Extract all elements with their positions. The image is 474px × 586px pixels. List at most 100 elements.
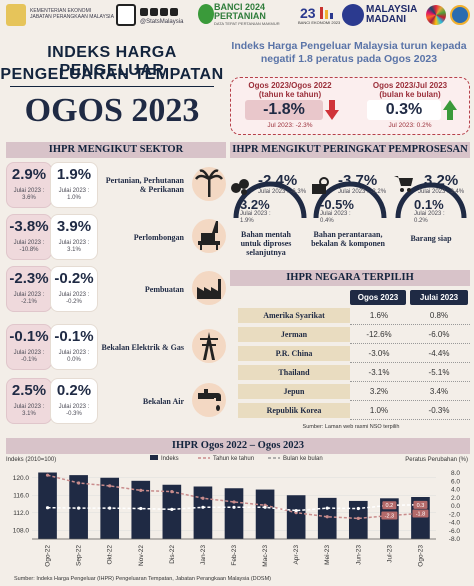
y-tick-left: 108.0 bbox=[13, 527, 30, 534]
sector-row: -2.3% Julai 2023 : -2.1% -0.2% Julai 2023 … bbox=[6, 266, 226, 312]
table-row: Jerman -12.6% -6.0% bbox=[232, 327, 470, 344]
sector-row: -3.8% Julai 2023 : -10.8% 3.9% Julai 2023 … bbox=[6, 214, 226, 260]
country-jul: -5.1% bbox=[428, 368, 450, 377]
country-name: Thailand bbox=[238, 365, 350, 380]
x-tick: Jan-23 bbox=[200, 545, 207, 565]
legend-label-indeks: Indeks bbox=[161, 456, 179, 462]
sector-yoy-jul: Julai 2023 : 3.1% bbox=[13, 404, 45, 417]
madani-logo-icon bbox=[342, 4, 364, 26]
sector-yoy: 2.5% Julai 2023 : 3.1% bbox=[6, 378, 52, 424]
agency-name: KEMENTERIAN EKONOMI JABATAN PERANGKAAN M… bbox=[30, 8, 114, 20]
sector-mom-value: -0.2% bbox=[54, 270, 94, 287]
sector-yoy-jul: Julai 2023 : -0.1% bbox=[13, 350, 45, 363]
country-aug: -12.6% bbox=[366, 330, 392, 339]
arrow-down-icon bbox=[325, 100, 339, 120]
country-aug: 3.2% bbox=[369, 387, 389, 396]
y-tick-right: -8.0 bbox=[449, 536, 461, 543]
table-row: Jepun 3.2% 3.4% bbox=[232, 384, 470, 401]
sector-yoy: -0.1% Julai 2023 : -0.1% bbox=[6, 324, 52, 370]
sector-mom-value: 3.9% bbox=[56, 218, 92, 235]
facebook-icon[interactable] bbox=[140, 8, 148, 16]
point-label-box bbox=[413, 500, 428, 509]
sector-mom: 3.9% Julai 2023 : 3.1% bbox=[50, 214, 98, 260]
y-tick-right: -4.0 bbox=[449, 520, 461, 527]
bar-indeks bbox=[317, 497, 337, 539]
sector-label: Pertanian, Perhutanan & Perikanan bbox=[105, 176, 184, 194]
sector-yoy-value: -2.3% bbox=[9, 270, 49, 287]
qr-code-icon[interactable] bbox=[116, 4, 136, 26]
section-chart: IHPR Ogos 2022 – Ogos 2023 bbox=[6, 438, 470, 454]
point-mom bbox=[77, 506, 81, 510]
government-crest-icon bbox=[6, 4, 26, 26]
legend-swatch-indeks bbox=[150, 455, 158, 460]
sector-mom-jul: Julai 2023 : 0.0% bbox=[58, 350, 90, 363]
country-jul: -0.3% bbox=[428, 406, 450, 415]
sector-yoy: -3.8% Julai 2023 : -10.8% bbox=[6, 214, 52, 260]
stage-label: Bahan mentah untuk diproses selanjutnya bbox=[240, 230, 292, 257]
table-row: P.R. China -3.0% -4.4% bbox=[232, 346, 470, 363]
country-aug: 1.6% bbox=[369, 311, 389, 320]
point-mom bbox=[139, 506, 143, 511]
ihpr-chart: Indeks (2010=100) Peratus Perubahan (%) In… bbox=[6, 455, 468, 567]
sector-mom-jul: Julai 2023 : -0.3% bbox=[58, 404, 90, 417]
x-tick: Ogo-23 bbox=[417, 545, 424, 567]
country-aug: 1.0% bbox=[369, 406, 389, 415]
point-label-box bbox=[381, 511, 398, 520]
country-name: Jepun bbox=[238, 384, 350, 399]
raw-material-icon bbox=[230, 176, 250, 196]
country-name: P.R. China bbox=[238, 346, 350, 361]
stage-mom-value: 0.1% bbox=[414, 197, 444, 212]
title-line-1: INDEKS HARGA PENGELUAR bbox=[47, 44, 177, 79]
y-tick-right: -2.0 bbox=[449, 511, 461, 518]
stage-intermediate: -3.7% Julai 2023 : -3.2% -0.5% Julai 202… bbox=[310, 166, 390, 266]
sector-mom-jul: Julai 2023 : -0.2% bbox=[58, 292, 90, 305]
x-tick: Jun-23 bbox=[355, 545, 362, 565]
card-mom-label: Ogos 2023/Jul 2023 (bulan ke bulan) bbox=[355, 81, 465, 99]
point-yoy bbox=[108, 484, 112, 488]
y-tick-right: 8.0 bbox=[451, 470, 460, 477]
point-mom bbox=[356, 506, 360, 511]
stage-yoy-jul: Julai 2023 : 3.4% bbox=[418, 189, 465, 195]
point-label-yoy: -1.8 bbox=[416, 511, 425, 517]
x-tick: Feb-23 bbox=[231, 545, 238, 566]
oil-rig-icon bbox=[192, 219, 226, 253]
sector-mom: 0.2% Julai 2023 : -0.3% bbox=[50, 378, 98, 424]
bar-indeks bbox=[162, 484, 182, 539]
stage-yoy-jul: Julai 2023 : -3.2% bbox=[338, 189, 387, 195]
point-mom bbox=[325, 506, 329, 510]
banci-logo-icon bbox=[198, 4, 214, 24]
point-yoy bbox=[77, 481, 81, 485]
title-divider bbox=[10, 86, 214, 87]
social-handle: @StatsMalaysia bbox=[140, 19, 184, 25]
sector-yoy-value: 2.9% bbox=[11, 166, 47, 183]
x-tick: Okt-22 bbox=[107, 545, 114, 565]
country-jul: -4.4% bbox=[428, 349, 450, 358]
youtube-icon[interactable] bbox=[160, 8, 168, 16]
stage-gauge bbox=[313, 181, 387, 219]
sector-mom-value: -0.1% bbox=[54, 328, 94, 345]
sector-mom-jul: Julai 2023 : 1.0% bbox=[58, 188, 90, 201]
country-jul: 0.8% bbox=[429, 311, 449, 320]
power-tower-icon bbox=[192, 329, 226, 363]
svg-text:23: 23 bbox=[300, 5, 316, 21]
instagram-icon[interactable] bbox=[170, 8, 178, 16]
sector-label: Bekalan Elektrik & Gas bbox=[101, 342, 184, 352]
point-mom bbox=[108, 506, 112, 510]
point-label-box bbox=[412, 509, 429, 518]
x-icon[interactable] bbox=[150, 8, 158, 16]
sector-mom: -0.1% Julai 2023 : 0.0% bbox=[50, 324, 98, 370]
sector-label: Bekalan Air bbox=[142, 396, 184, 406]
card-yoy-sub: (tahun ke tahun) bbox=[258, 90, 322, 99]
point-yoy bbox=[356, 516, 360, 521]
partner-logo-icon bbox=[450, 5, 470, 25]
sector-mom-jul: Julai 2023 : 3.1% bbox=[58, 240, 90, 253]
section-stage: IHPR MENGIKUT PERINGKAT PEMPROSESAN bbox=[230, 142, 470, 158]
sector-row: -0.1% Julai 2023 : -0.1% -0.1% Julai 2023 … bbox=[6, 324, 226, 370]
legend-label-yoy: Tahun ke tahun bbox=[213, 456, 254, 462]
y-tick-right: 6.0 bbox=[451, 478, 460, 485]
country-col-aug: Ogos 2023 bbox=[350, 290, 406, 305]
social-icons bbox=[140, 8, 178, 16]
palm-tree-icon bbox=[192, 167, 226, 201]
table-row: Republik Korea 1.0% -0.3% bbox=[232, 403, 470, 420]
sector-yoy: 2.9% Julai 2023 : 3.6% bbox=[6, 162, 52, 208]
